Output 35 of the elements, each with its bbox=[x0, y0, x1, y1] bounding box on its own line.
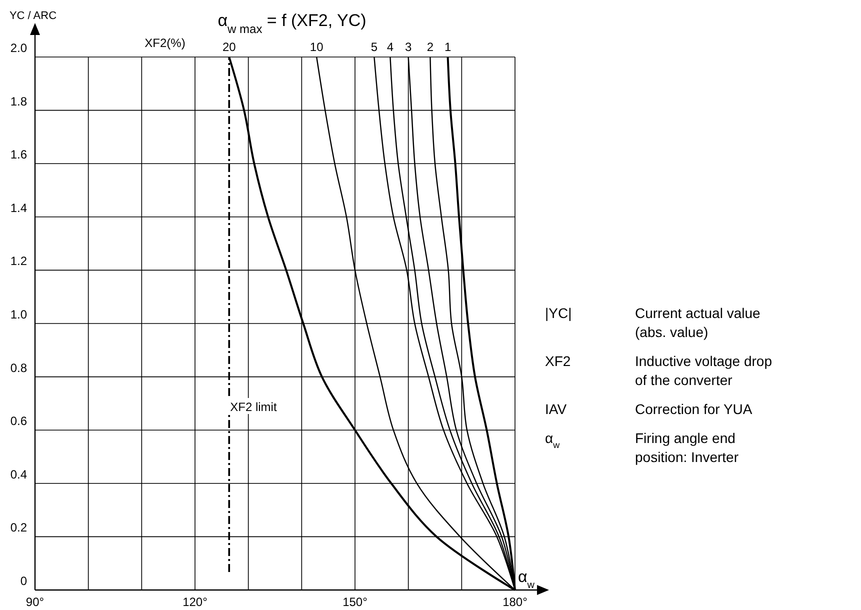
text: Correction for YUA bbox=[635, 401, 753, 417]
series-label: 5 bbox=[370, 40, 378, 54]
y-tick-label: 1.6 bbox=[10, 148, 28, 162]
series-label: 1 bbox=[444, 40, 452, 54]
ref-line-label: XF2 limit bbox=[230, 400, 278, 414]
chart-title: α$_{w max}$ = f (XF2, YC) bbox=[218, 11, 366, 36]
text: XF2 bbox=[545, 353, 571, 369]
text: IAV bbox=[545, 401, 568, 417]
x-axis-title: α$_{w}$ bbox=[518, 569, 536, 590]
series-label: 3 bbox=[404, 40, 412, 54]
text: α$_{w}$ bbox=[545, 430, 560, 450]
series-label: 20 bbox=[222, 40, 236, 54]
y-tick-label: 0.6 bbox=[10, 414, 28, 428]
y-tick-label: 1.2 bbox=[10, 254, 28, 268]
text: Current actual value (abs. value) bbox=[635, 305, 761, 340]
series-label: 2 bbox=[426, 40, 434, 54]
legend-title: XF2(%) bbox=[144, 36, 186, 50]
y-axis-title: YC / ARC bbox=[9, 10, 57, 22]
y-tick-label: 0.8 bbox=[10, 360, 28, 375]
y-tick-label: 2.0 bbox=[10, 41, 28, 55]
series-label: 4 bbox=[386, 40, 394, 54]
x-tick-label: 120° bbox=[182, 595, 208, 609]
text: Firing angle end position: Inverter bbox=[635, 430, 739, 465]
text: Inductive voltage drop of the converter bbox=[635, 353, 772, 388]
x-tick-label: 180° bbox=[502, 595, 528, 609]
y-tick-label: 1.4 bbox=[10, 200, 28, 215]
y-tick-label: 0 bbox=[20, 574, 28, 588]
y-tick-label: 1.0 bbox=[10, 308, 28, 322]
y-tick-label: 0.2 bbox=[10, 520, 28, 535]
x-tick-label: 150° bbox=[342, 595, 368, 609]
y-tick-label: 1.8 bbox=[10, 94, 28, 108]
x-tick-label: 90° bbox=[26, 595, 44, 609]
text: |YC| bbox=[545, 305, 572, 321]
series-label: 10 bbox=[310, 40, 324, 54]
y-tick-label: 0.4 bbox=[10, 467, 28, 482]
